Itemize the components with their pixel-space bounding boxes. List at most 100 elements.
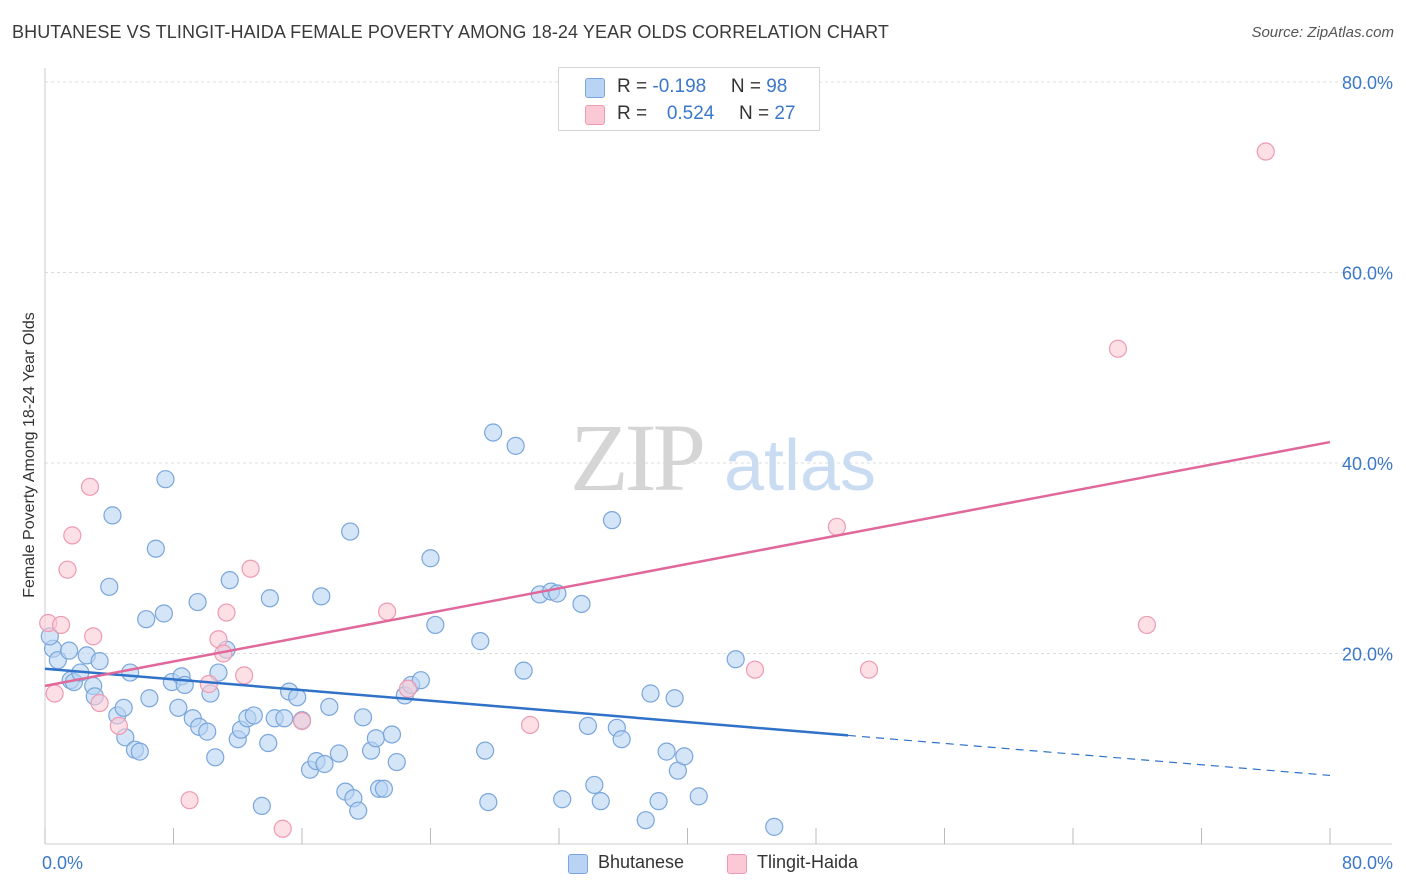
bhutanese-point — [553, 790, 572, 809]
bhutanese-point — [103, 506, 122, 525]
bhutanese-point — [315, 754, 334, 774]
tlingit-haida-trend-line — [44, 440, 1331, 688]
tlingit-haida-point — [292, 712, 312, 731]
grid-lines — [45, 81, 1392, 654]
r-value: 0.524 — [666, 103, 715, 124]
bhutanese-point — [411, 671, 430, 690]
trend-lines — [44, 440, 1331, 777]
tlingit-haida-point — [827, 517, 846, 536]
tlingit-haida-point — [217, 603, 236, 622]
legend-label-bhutanese: Bhutanese — [598, 852, 685, 872]
bhutanese-point — [220, 571, 239, 590]
bhutanese-point — [259, 733, 278, 753]
bhutanese-point — [689, 787, 708, 806]
x-tick-label-min: 0.0% — [42, 853, 83, 873]
tlingit-haida-point — [58, 560, 77, 579]
bhutanese-point — [382, 725, 402, 744]
bhutanese-point — [349, 801, 368, 820]
bhutanese-point — [484, 423, 503, 442]
tlingit-haida-point — [520, 715, 540, 735]
y-tick-label: 80.0% — [1342, 73, 1393, 93]
bhutanese-point — [260, 589, 279, 608]
y-axis-title: Female Poverty Among 18-24 Year Olds — [21, 312, 38, 598]
chart-title: BHUTANESE VS TLINGIT-HAIDA FEMALE POVERT… — [12, 22, 889, 42]
r-value: -0.198 — [652, 76, 707, 97]
bhutanese-point — [130, 742, 149, 761]
bhutanese-trend-line — [44, 667, 849, 737]
bhutanese-point — [591, 792, 610, 811]
bhutanese-point — [726, 650, 745, 669]
bhutanese-point — [506, 436, 525, 455]
bhutanese-point — [140, 689, 159, 708]
bhutanese-point — [154, 604, 173, 623]
tlingit-haida-point — [745, 660, 765, 679]
n-label: N = — [730, 76, 767, 97]
bhutanese-point — [275, 709, 294, 728]
bhutanese-point — [114, 698, 133, 717]
watermark-atlas: atlas — [724, 426, 876, 506]
bhutanese-point — [657, 742, 676, 761]
tlingit-haida-point — [45, 684, 64, 703]
tlingit-haida-legend-swatch — [727, 854, 747, 874]
bhutanese-point — [374, 779, 394, 798]
bhutanese-point — [636, 811, 655, 830]
tlingit-haida-point — [80, 477, 100, 496]
bhutanese-point — [59, 641, 79, 660]
bhutanese-point — [312, 587, 331, 606]
bhutanese-swatch — [585, 78, 605, 98]
bhutanese-point — [341, 522, 360, 541]
r-label: R = — [617, 76, 653, 97]
bhutanese-point — [649, 792, 668, 811]
bhutanese-point — [421, 549, 440, 568]
y-tick-label: 60.0% — [1342, 264, 1393, 284]
tlingit-haida-swatch — [585, 105, 605, 125]
watermark-zip: ZIP — [570, 404, 703, 511]
bhutanese-point — [329, 744, 349, 763]
tick-labels: 20.0% 40.0% 60.0% 80.0% 0.0% 80.0% — [42, 73, 1393, 873]
bhutanese-point — [665, 689, 684, 708]
y-tick-label: 20.0% — [1342, 645, 1393, 665]
n-label: N = — [738, 103, 775, 124]
legend-label-tlingit-haida: Tlingit-Haida — [757, 852, 859, 872]
tlingit-haida-point — [241, 559, 260, 578]
bhutanese-point — [585, 775, 604, 795]
tlingit-haida-points — [39, 142, 1275, 838]
bhutanese-point — [169, 698, 188, 717]
tlingit-haida-point — [1108, 339, 1128, 358]
bhutanese-point — [100, 577, 119, 596]
bhutanese-point — [479, 792, 498, 812]
bhutanese-point — [387, 752, 406, 772]
bhutanese-point — [765, 817, 784, 836]
tlingit-haida-point — [84, 627, 103, 646]
bhutanese-point — [366, 729, 385, 748]
bhutanese-point — [244, 706, 263, 725]
n-value: 98 — [766, 76, 788, 97]
bhutanese-point — [675, 747, 694, 766]
y-tick-label: 40.0% — [1342, 454, 1393, 474]
bhutanese-point — [188, 592, 207, 612]
source-label: Source: ZipAtlas.com — [1251, 24, 1394, 41]
tlingit-haida-point — [180, 791, 199, 810]
bhutanese-point — [121, 663, 140, 682]
tlingit-haida-point — [51, 615, 71, 635]
bhutanese-point — [137, 610, 156, 629]
bhutanese-point — [90, 652, 109, 671]
bhutanese-point — [602, 511, 622, 530]
tlingit-haida-point — [235, 666, 254, 685]
bhutanese-point — [206, 748, 225, 767]
tlingit-haida-point — [90, 693, 109, 713]
correlation-legend: R = -0.198 N = 98 R = 0.524 N = 27 — [558, 67, 820, 131]
bhutanese-point — [198, 722, 217, 741]
bhutanese-point — [471, 632, 490, 651]
series-legend: Bhutanese Tlingit-Haida — [0, 852, 1406, 878]
tlingit-haida-point — [63, 526, 82, 545]
bhutanese-point — [353, 708, 373, 727]
bhutanese-point — [320, 697, 339, 716]
tlingit-haida-point — [378, 602, 397, 621]
bhutanese-point — [514, 661, 533, 680]
tlingit-haida-point — [1256, 142, 1275, 161]
tlingit-haida-point — [1137, 615, 1156, 635]
n-value: 27 — [774, 103, 796, 124]
x-tick-label-max: 80.0% — [1342, 853, 1393, 873]
axes — [44, 68, 1392, 845]
